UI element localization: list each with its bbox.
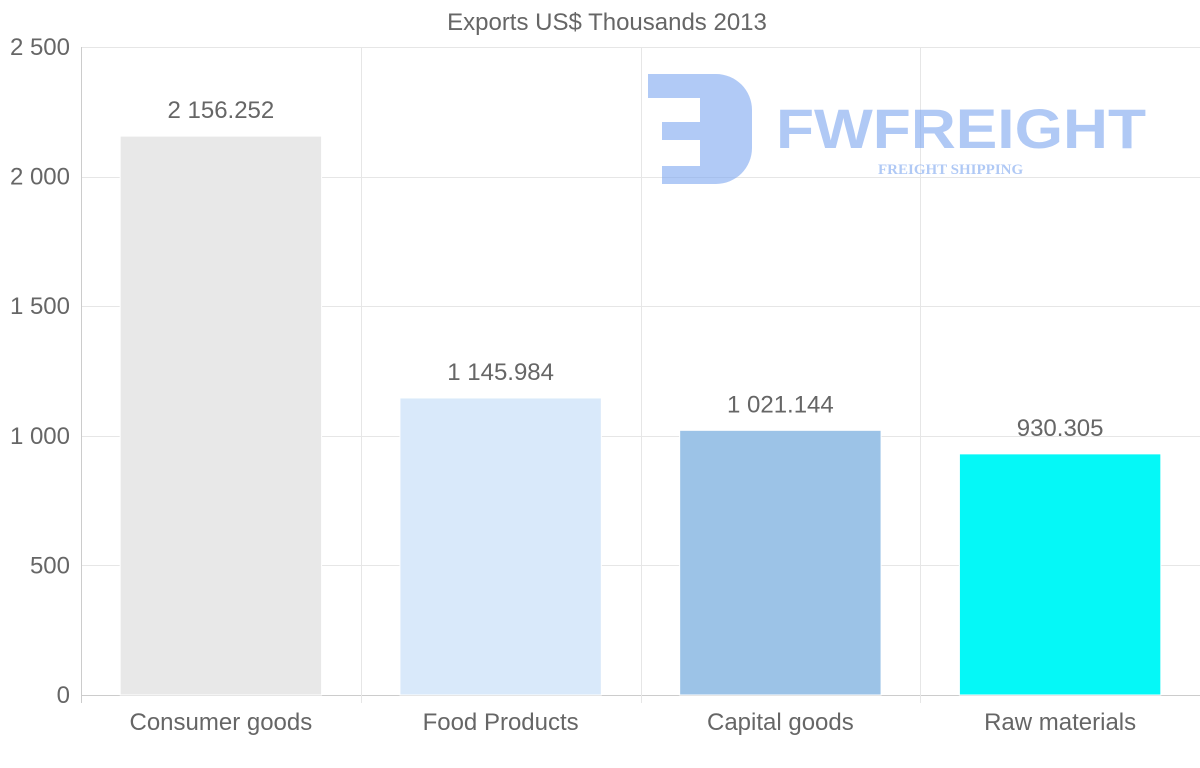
- y-tick-label: 500: [30, 552, 70, 579]
- x-tick-label: Capital goods: [707, 709, 854, 736]
- x-axis-ticks: Consumer goods Food Products Capital goods…: [129, 709, 1136, 736]
- bars: [119, 135, 1162, 696]
- fw-logo-icon: [648, 74, 752, 184]
- y-tick-label: 1 000: [10, 423, 70, 450]
- x-tick-label: Food Products: [423, 709, 579, 736]
- bar[interactable]: [119, 135, 323, 696]
- chart-title: Exports US$ Thousands 2013: [447, 9, 767, 36]
- x-tick-label: Raw materials: [984, 709, 1136, 736]
- y-tick-label: 0: [57, 682, 70, 709]
- bar-value-label: 1 145.984: [447, 359, 554, 386]
- bar[interactable]: [679, 429, 882, 696]
- watermark-logo: FWFREIGHT FREIGHT SHIPPING: [648, 74, 1146, 184]
- bar[interactable]: [399, 397, 602, 696]
- y-axis-ticks: 0 500 1 000 1 500 2 000 2 500: [10, 34, 70, 709]
- bar-value-label: 2 156.252: [167, 97, 274, 124]
- watermark-tagline: FREIGHT SHIPPING: [878, 162, 1023, 178]
- bar[interactable]: [958, 453, 1162, 696]
- bar-value-label: 930.305: [1017, 415, 1104, 442]
- bar-value-label: 1 021.144: [727, 391, 834, 418]
- y-tick-label: 1 500: [10, 293, 70, 320]
- x-tick-label: Consumer goods: [129, 709, 312, 736]
- watermark-brand: FWFREIGHT: [776, 97, 1146, 160]
- y-tick-label: 2 500: [10, 34, 70, 61]
- value-labels: 2 156.252 1 145.984 1 021.144 930.305: [167, 97, 1103, 442]
- y-tick-label: 2 000: [10, 164, 70, 191]
